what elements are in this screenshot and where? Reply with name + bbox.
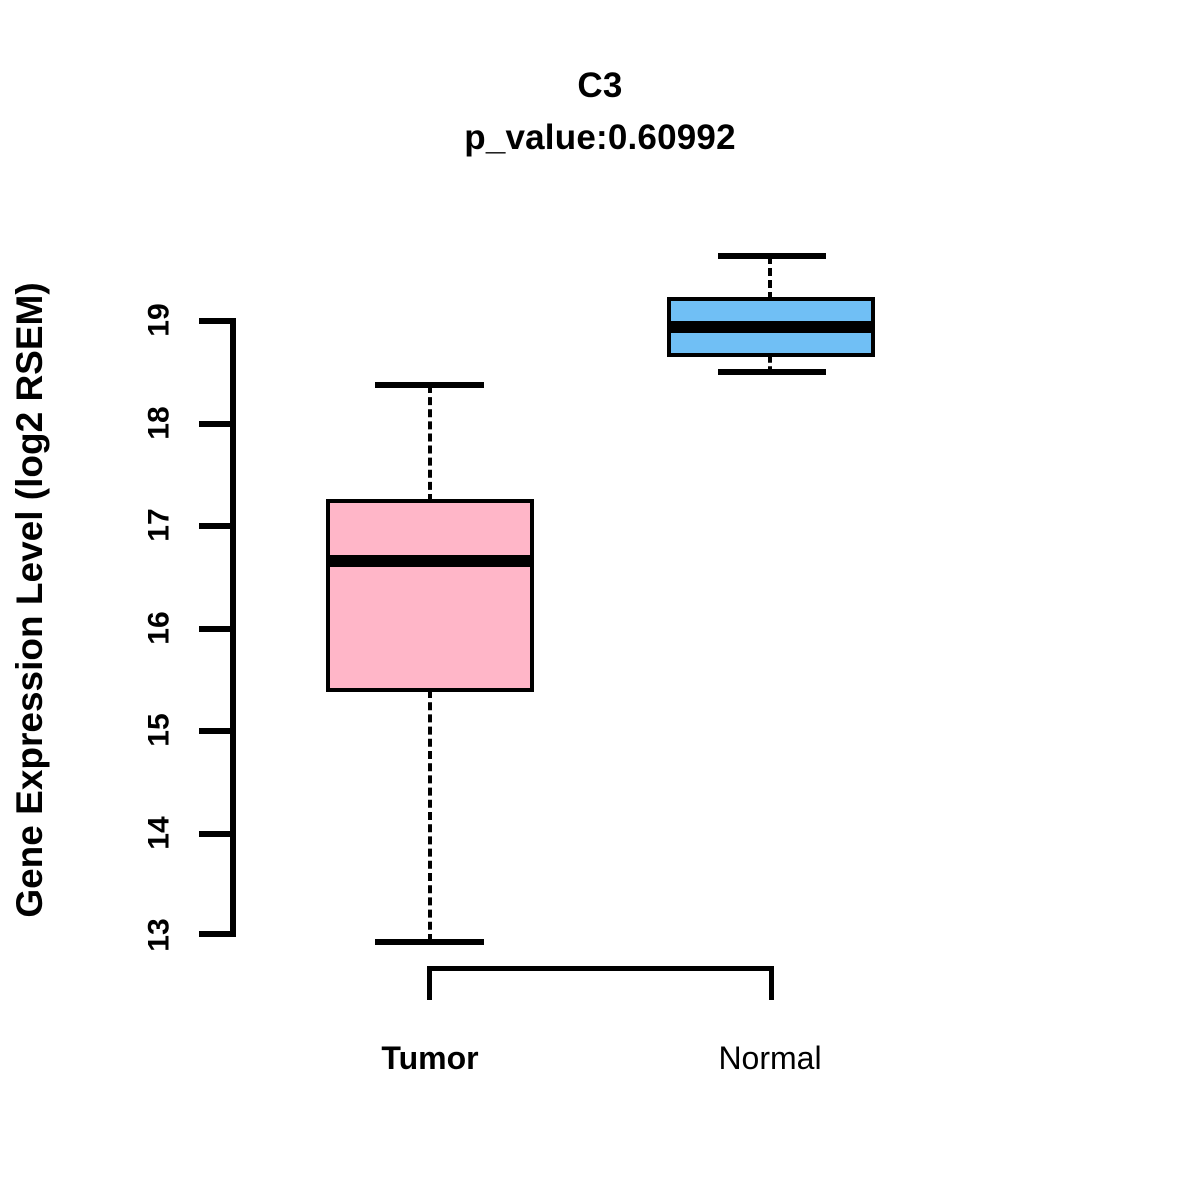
x-tick-label-tumor: Tumor xyxy=(381,1040,479,1076)
tumor-median-line xyxy=(326,555,534,567)
y-axis-label-text: Gene Expression Level (log2 RSEM) xyxy=(9,282,50,918)
y-tick-label-13: 13 xyxy=(143,918,176,952)
y-axis-tick-15 xyxy=(199,728,231,734)
y-tick-label-14: 14 xyxy=(143,816,176,850)
normal-median-line xyxy=(667,321,875,333)
y-axis-tick-19 xyxy=(199,318,231,324)
y-axis-label: Gene Expression Level (log2 RSEM) xyxy=(0,0,60,1200)
tumor-lower-whisker-cap xyxy=(375,939,484,945)
x-axis-tick-normal xyxy=(769,966,774,1000)
normal-upper-whisker xyxy=(768,256,772,300)
x-tick-label-normal: Normal xyxy=(718,1040,822,1076)
y-tick-label-15: 15 xyxy=(143,713,176,747)
tumor-upper-whisker-cap xyxy=(375,382,484,388)
chart-subtitle: p_value:0.60992 xyxy=(464,118,736,157)
y-axis-tick-18 xyxy=(199,421,231,427)
tumor-lower-whisker xyxy=(428,690,432,942)
x-axis-spine xyxy=(428,966,773,971)
y-axis-tick-17 xyxy=(199,523,231,529)
y-axis-spine xyxy=(230,318,236,937)
tumor-box xyxy=(326,499,534,692)
x-axis-tick-tumor xyxy=(427,966,432,1000)
normal-lower-whisker xyxy=(768,356,772,373)
tumor-upper-whisker xyxy=(428,385,432,502)
y-axis-tick-16 xyxy=(199,626,231,632)
y-tick-label-17: 17 xyxy=(143,508,176,542)
y-tick-label-18: 18 xyxy=(143,406,176,440)
y-axis-tick-14 xyxy=(199,831,231,837)
normal-upper-whisker-cap xyxy=(718,253,826,259)
chart-title: C3 xyxy=(577,66,623,105)
normal-lower-whisker-cap xyxy=(718,369,826,375)
y-tick-label-19: 19 xyxy=(143,303,176,337)
y-tick-label-16: 16 xyxy=(143,611,176,645)
y-axis-tick-13 xyxy=(199,931,231,937)
